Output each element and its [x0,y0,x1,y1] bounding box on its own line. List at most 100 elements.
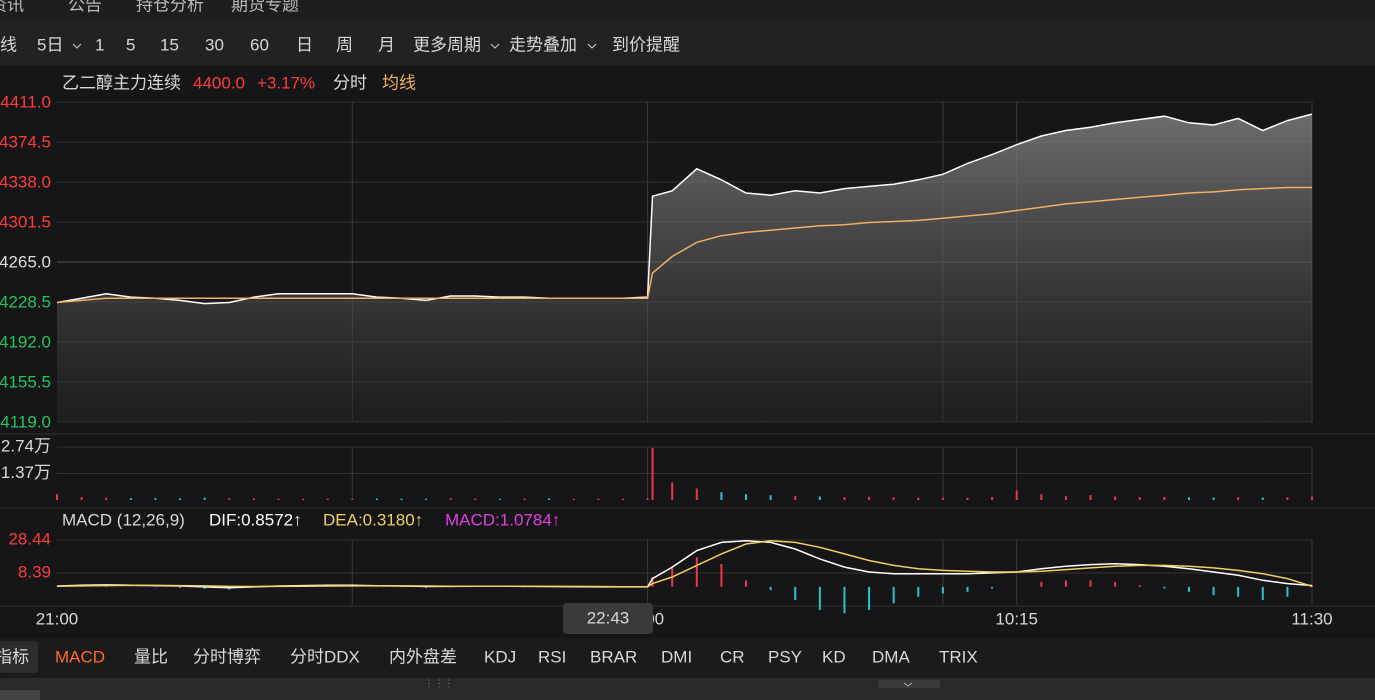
volume-bar [56,494,58,500]
macd-bar [1163,586,1166,589]
indicator-value: DEA:0.3180↑ [323,510,423,529]
toolbar-item[interactable]: 更多周期 [413,35,481,54]
volume-bar [548,498,551,500]
indicator-tab[interactable]: RSI [538,647,566,666]
volume-bar [917,497,920,500]
menu-bar [0,0,1375,22]
macd-bar [1187,586,1190,592]
price-area [57,114,1312,422]
toolbar-item[interactable]: 5 [126,35,135,54]
volume-bar [818,496,821,500]
x-tick-label: 21:00 [36,609,79,628]
toolbar-item[interactable]: 月 [378,35,395,54]
volume-bar [646,498,649,500]
cursor-time: 22:43 [587,608,630,627]
price: 4400.0 [193,73,245,92]
macd-bar [917,586,920,597]
legend-entry: 分时 [333,73,367,92]
indicator-tab[interactable]: 分时博弈 [193,647,261,666]
indicator-tab[interactable]: PSY [768,647,802,666]
menu-item[interactable]: 期货专题 [231,0,299,14]
cursor-box [563,603,653,634]
macd-bar [1261,586,1264,601]
menu-item[interactable]: 持仓分析 [136,0,204,14]
volume-bar [892,497,895,500]
volume-bar [941,497,944,500]
y-tick-label: 4411.0 [0,92,51,111]
indicator-tab[interactable]: DMI [661,647,692,666]
volume-bar [179,498,182,500]
volume-bar [1311,496,1313,500]
indicator-tab[interactable]: MACD [55,647,105,666]
y-tick-label: 4192.0 [0,332,51,351]
toolbar-item[interactable]: 1 [95,35,104,54]
indicator-tab[interactable]: 分时DDX [290,647,360,666]
macd-bar [966,586,969,592]
macd-bar [1089,580,1092,587]
indicator-tab[interactable]: KD [822,647,846,666]
volume-bar [523,498,526,500]
menu-item[interactable]: 公告 [68,0,102,14]
change: +3.17% [257,73,315,92]
volume-bar [794,496,797,500]
indicator-tab[interactable]: BRAR [590,647,637,666]
toolbar-item[interactable]: 5日 [37,35,63,54]
volume-bar [1040,494,1043,500]
macd-bar [1138,585,1141,587]
macd-bar [695,557,698,587]
indicator-tab[interactable]: TRIX [939,647,978,666]
volume-bar [277,498,280,500]
toolbar-item[interactable]: 走势叠加 [509,35,577,54]
volume-bar [203,497,206,500]
volume-bar [1089,495,1092,500]
volume-bar [425,498,428,500]
volume-bar [671,482,674,500]
volume-bar [228,498,231,500]
toolbar-item[interactable]: 到价提醒 [612,35,680,54]
tab-box [0,641,38,673]
macd-bar [843,586,846,614]
volume-bar [868,496,871,500]
toolbar-item[interactable]: 线 [0,35,17,54]
volume-bar [769,495,772,500]
volume-bar [991,497,994,500]
volume-bar [1261,497,1264,500]
indicator-tab[interactable]: 内外盘差 [389,647,457,666]
volume-bar [1114,496,1117,500]
y-tick-label: 4338.0 [0,172,51,191]
indicator-tab[interactable]: KDJ [484,647,516,666]
toolbar-item[interactable]: 60 [250,35,269,54]
y-tick-label: 4374.5 [0,132,51,151]
volume-bar [326,498,329,500]
macd-bar [203,586,206,589]
volume-bar [1064,496,1067,500]
indicator-tab[interactable]: 量比 [134,647,168,666]
macd-bar [1064,580,1067,587]
volume-bar [1187,497,1190,500]
volume-bar [1138,497,1141,500]
collapse-icon [903,682,913,687]
indicator-tab[interactable]: DMA [872,647,910,666]
volume-bar [105,497,108,500]
volume-bar [1286,497,1289,500]
collapse-handle[interactable] [878,680,940,688]
menu-item[interactable]: 资讯 [0,0,24,14]
indicator-line [56,539,1313,588]
indicator-tab[interactable]: 指标 [0,647,29,666]
toolbar-item[interactable]: 日 [296,35,313,54]
y-tick-label: 4155.5 [0,372,51,391]
scroll-thumb [0,690,40,700]
volume-bar [474,498,477,500]
x-tick-label: 10:15 [995,609,1038,628]
volume-bar [745,494,748,500]
legend-entry: 均线 [382,73,416,92]
grip: ⋮⋮⋮ [424,679,454,690]
toolbar-item[interactable]: 15 [160,35,179,54]
toolbar-item[interactable]: 30 [205,35,224,54]
volume-bar [252,498,255,500]
macd-bar [179,586,182,588]
toolbar-item[interactable]: 周 [336,35,353,54]
chart-title: 乙二醇主力连续 [62,73,181,92]
indicator-tab[interactable]: CR [720,647,745,666]
